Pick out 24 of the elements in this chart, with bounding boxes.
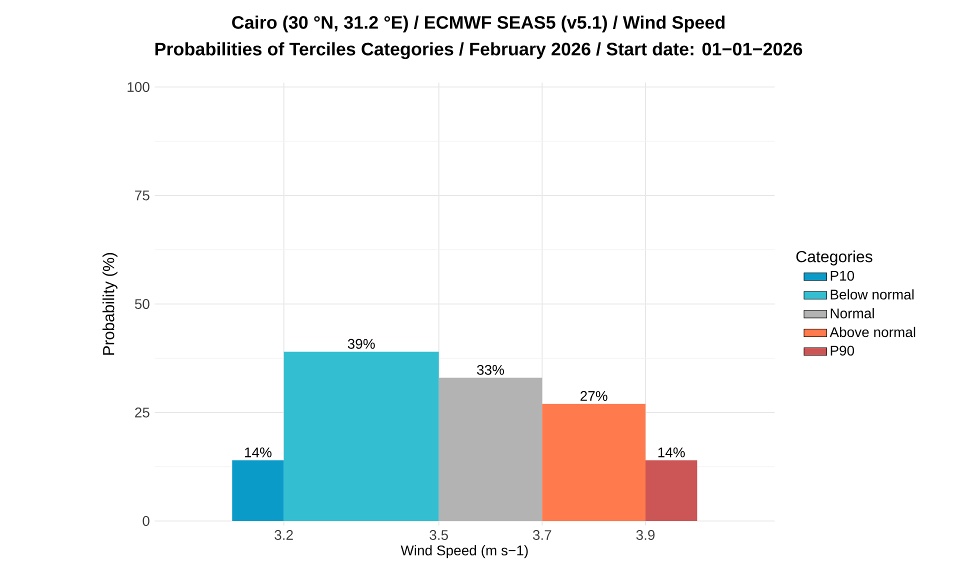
chart-subtitle: Probabilities of Terciles Categories / February 2026 / Start date: 01−01−2026 [155,42,802,60]
data-label: 14% [245,448,272,458]
x-tick-label: 3.9 [636,530,655,540]
data-label: 33% [477,364,504,375]
x-axis-title: Wind Speed (m s−1) [400,545,528,558]
legend-label: P10 [830,270,854,281]
y-axis-title: Probability (%) [102,253,118,355]
data-label: 14% [658,448,685,458]
x-tick-label: 3.2 [274,530,293,540]
legend-label: Above normal [830,326,916,338]
legend-title: Categories [796,250,872,266]
legend-label: Below normal [830,289,914,300]
data-label: 39% [348,338,375,349]
y-tick-label: 75 [135,190,150,200]
data-label: 27% [580,391,608,401]
x-tick-label: 3.7 [532,530,552,540]
y-tick-label: 50 [134,299,150,309]
y-tick-label: 100 [128,82,150,92]
chart-title: Cairo (30 °N, 31.2 °E) / ECMWF SEAS5 (v5.1) / Wind Speed [232,16,725,32]
y-tick-label: 0 [142,516,150,526]
x-tick-label: 3.5 [430,530,448,540]
legend-label: P90 [830,346,854,356]
y-tick-label: 25 [135,408,150,418]
legend-label: Normal [830,308,874,318]
